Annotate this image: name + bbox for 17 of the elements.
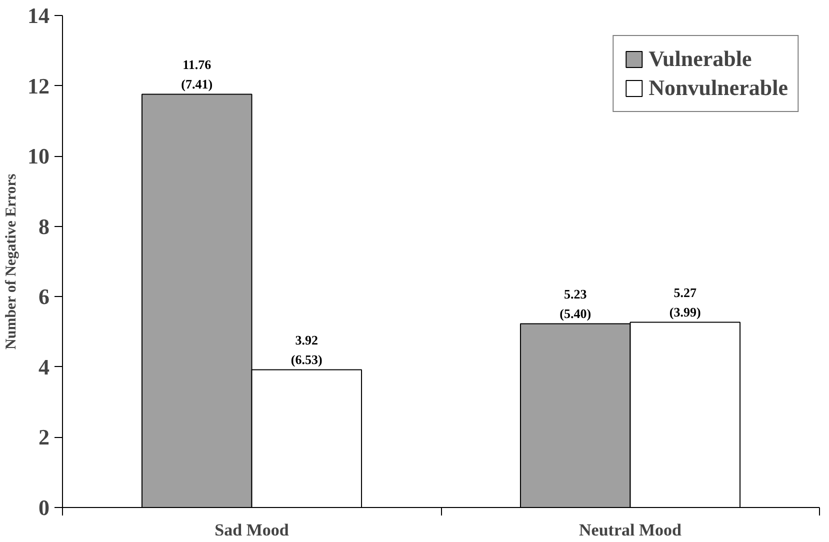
legend-label: Vulnerable bbox=[648, 46, 752, 72]
x-tick-label: Sad Mood bbox=[214, 520, 290, 540]
y-tick-label: 10 bbox=[28, 144, 50, 169]
y-tick-label: 14 bbox=[28, 3, 50, 28]
y-tick-label: 12 bbox=[28, 73, 50, 98]
y-axis-title: Number of Negative Errors bbox=[4, 174, 20, 350]
data-label: 3.92 (6.53) bbox=[290, 332, 322, 367]
y-tick-label: 8 bbox=[38, 214, 50, 239]
data-label: 5.23 (5.40) bbox=[560, 286, 592, 321]
x-tick-label: Neutral Mood bbox=[579, 520, 682, 540]
y-tick-label: 6 bbox=[38, 284, 50, 310]
data-label: 11.76 (7.41) bbox=[181, 56, 213, 92]
y-tick-label: 2 bbox=[38, 424, 50, 450]
legend-label: Nonvulnerable bbox=[648, 75, 788, 101]
data-label: 5.27 (3.99) bbox=[669, 284, 701, 320]
y-tick-label: 0 bbox=[38, 495, 50, 520]
y-tick-label: 4 bbox=[38, 354, 50, 380]
